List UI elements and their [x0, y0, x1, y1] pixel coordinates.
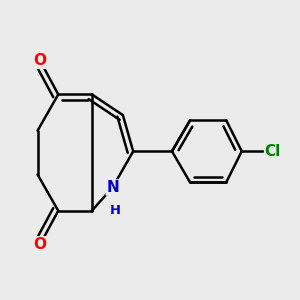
Text: O: O: [34, 237, 47, 252]
Text: Cl: Cl: [265, 144, 281, 159]
Text: N: N: [106, 180, 119, 195]
Text: H: H: [110, 204, 121, 217]
Text: O: O: [34, 53, 47, 68]
